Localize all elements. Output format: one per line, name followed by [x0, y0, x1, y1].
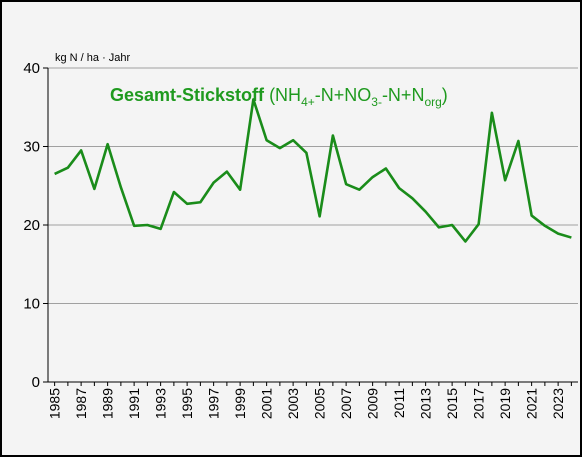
y-tick-label: 0 — [32, 374, 40, 391]
formula-text: (NH — [269, 85, 301, 105]
x-tick-label: 2013 — [418, 388, 434, 419]
x-tick-label: 1997 — [206, 388, 222, 419]
formula-subscript: 3- — [371, 95, 382, 109]
formula-text: ) — [442, 85, 448, 105]
formula-subscript: org — [424, 95, 441, 109]
x-tick-label: 1993 — [153, 388, 169, 419]
x-tick-label: 2019 — [497, 388, 513, 419]
x-tick-label: 1995 — [179, 388, 195, 419]
y-tick-label: 10 — [23, 296, 40, 313]
x-tick-label: 2017 — [471, 388, 487, 419]
x-tick-label: 2003 — [285, 388, 301, 419]
y-tick-label: 40 — [23, 60, 40, 77]
data-line — [54, 98, 572, 243]
y-tick-label: 20 — [23, 217, 40, 234]
x-tick-label: 2021 — [524, 388, 540, 419]
x-tick-label: 2007 — [338, 388, 354, 419]
formula-subscript: 4+ — [301, 95, 315, 109]
x-tick-label: 1985 — [47, 388, 63, 419]
x-tick-label: 2009 — [365, 388, 381, 419]
x-tick-label: 1987 — [73, 388, 89, 419]
x-tick-label: 2005 — [312, 388, 328, 419]
x-tick-label: 1989 — [100, 388, 116, 419]
title-main: Gesamt-Stickstoff — [110, 85, 265, 105]
x-tick-label: 1991 — [126, 388, 142, 419]
x-tick-label: 2015 — [444, 388, 460, 419]
x-tick-label: 2011 — [391, 388, 407, 418]
y-tick-label: 30 — [23, 139, 40, 156]
x-tick-label: 1999 — [232, 388, 248, 419]
chart-title: Gesamt-Stickstoff (NH4+-N+NO3--N+Norg) — [110, 85, 448, 109]
y-unit: kg N / ha · Jahr — [55, 52, 131, 64]
x-tick-label: 2001 — [259, 388, 275, 419]
x-tick-label: 2023 — [550, 388, 566, 419]
title-formula: (NH4+-N+NO3--N+Norg) — [264, 85, 448, 109]
formula-text: -N+NO — [315, 85, 372, 105]
formula-text: -N+N — [382, 85, 425, 105]
